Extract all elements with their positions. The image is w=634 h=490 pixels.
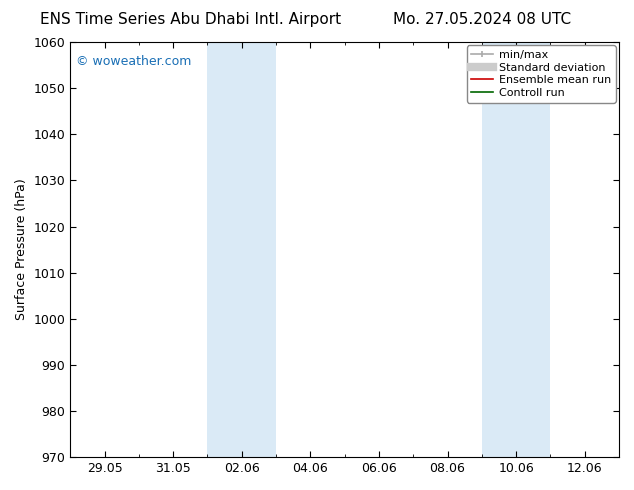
Bar	[207, 42, 242, 457]
Bar	[516, 42, 550, 457]
Y-axis label: Surface Pressure (hPa): Surface Pressure (hPa)	[15, 179, 28, 320]
Bar	[242, 42, 276, 457]
Text: ENS Time Series Abu Dhabi Intl. Airport: ENS Time Series Abu Dhabi Intl. Airport	[40, 12, 340, 27]
Text: Mo. 27.05.2024 08 UTC: Mo. 27.05.2024 08 UTC	[393, 12, 571, 27]
Legend: min/max, Standard deviation, Ensemble mean run, Controll run: min/max, Standard deviation, Ensemble me…	[467, 46, 616, 102]
Bar	[482, 42, 516, 457]
Text: © woweather.com: © woweather.com	[76, 54, 191, 68]
